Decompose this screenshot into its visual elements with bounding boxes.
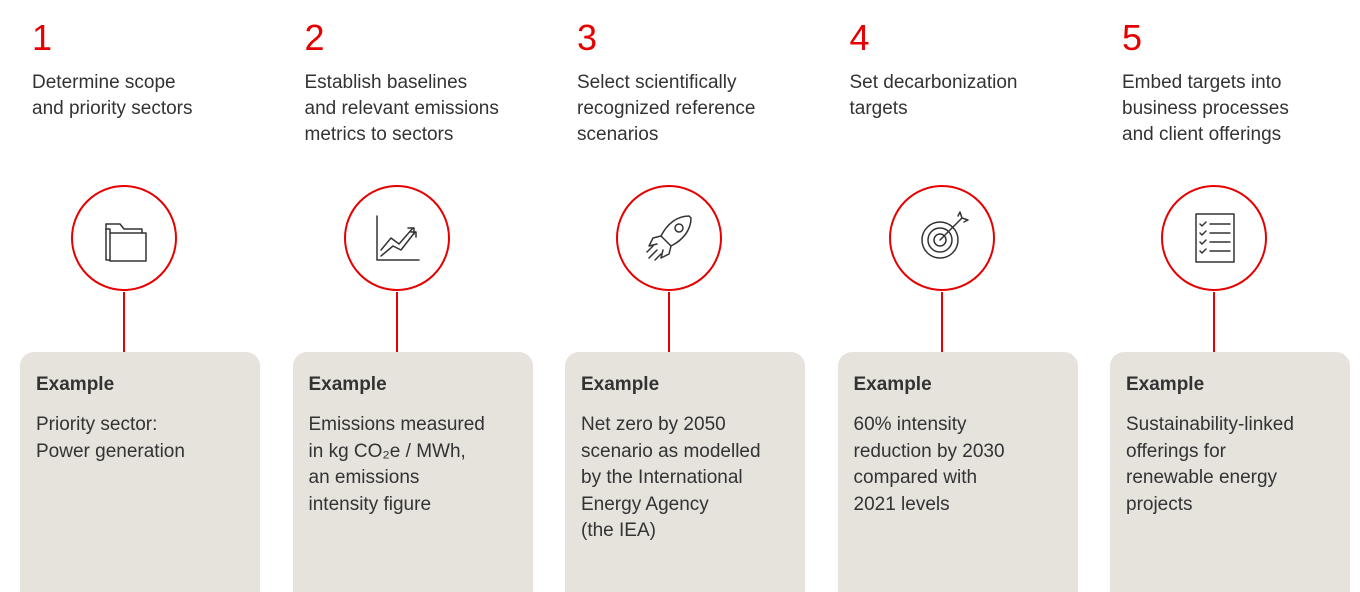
step-number: 5 [1122, 17, 1143, 58]
example-box: Example Priority sector: Power generation [20, 352, 260, 592]
step-title: Embed targets into business processes and … [1122, 70, 1289, 148]
step-number: 1 [32, 17, 53, 58]
step-title: Determine scope and priority sectors [32, 70, 193, 122]
title-line: recognized reference [577, 98, 756, 119]
example-label: Example [308, 374, 387, 395]
example-line: projects [1126, 493, 1193, 515]
example-text: Sustainability-linked offerings for renewa… [1126, 412, 1294, 518]
step-title: Establish baselines and relevant emission… [305, 70, 499, 148]
icon [71, 185, 177, 291]
step-icon [343, 184, 451, 292]
example-label: Example [1126, 374, 1205, 395]
example-text: Priority sector: Power generation [36, 412, 185, 465]
step: 5 Embed targets into business processes and… [1090, 0, 1360, 592]
example-line: scenario as modelled [581, 440, 761, 462]
step-icon [888, 184, 996, 292]
title-line: Select scientifically [577, 72, 737, 93]
example-line: by the International [581, 467, 743, 488]
example-box: Example 60% intensity reduction by 2030 com… [837, 352, 1078, 592]
step: 2 Establish baselines and relevant emissio… [273, 0, 545, 592]
example-line: in kg CO₂e / MWh, [308, 440, 466, 462]
step-title: Select scientifically recognized referenc… [577, 70, 756, 148]
icon [1161, 185, 1267, 291]
example-label: Example [853, 374, 932, 395]
example-line: renewable energy [1126, 467, 1278, 488]
title-line: Set decarbonization [849, 72, 1018, 93]
example-line: 2021 levels [853, 493, 950, 515]
example-label: Example [36, 374, 115, 395]
example-line: Power generation [36, 440, 185, 462]
example-label: Example [581, 374, 660, 395]
example-line: intensity figure [308, 493, 432, 515]
example-box: Example Net zero by 2050 scenario as model… [565, 352, 805, 592]
example-line: Net zero by 2050 [581, 414, 726, 435]
icon [888, 185, 995, 291]
connector [940, 292, 943, 352]
example-line: (the IEA) [581, 520, 656, 541]
example-line: Priority sector: [36, 414, 158, 435]
connector [668, 292, 670, 352]
title-line: business processes [1122, 98, 1289, 119]
step: 1 Determine scope and priority sectors Exam… [0, 0, 272, 592]
step-icon [1160, 184, 1268, 292]
example-text: Emissions measured in kg CO₂e / MWh, an em… [309, 412, 485, 518]
title-line: Establish baselines [304, 72, 468, 93]
example-text: Net zero by 2050 scenario as modelled by t… [581, 412, 761, 545]
example-line: reduction by 2030 [853, 440, 1005, 462]
step-icon [615, 184, 723, 292]
connector [1213, 292, 1215, 352]
title-line: and relevant emissions [304, 98, 499, 119]
example-line: 60% intensity [853, 414, 967, 435]
step: 4 Set decarbonization targets Example 60% in… [818, 0, 1090, 592]
title-line: and priority sectors [32, 98, 193, 119]
step: 3 Select scientifically recognized referen… [545, 0, 817, 592]
example-line: compared with [853, 467, 978, 488]
icon [343, 185, 450, 291]
step-number: 3 [577, 17, 598, 58]
example-line: Energy Agency [581, 493, 709, 515]
step-number: 2 [304, 17, 325, 58]
example-text: 60% intensity reduction by 2030 compared w… [854, 412, 1005, 518]
title-line: Determine scope [32, 72, 176, 93]
example-line: offerings for [1126, 440, 1226, 462]
title-line: and client offerings [1122, 124, 1282, 145]
step-icon [70, 184, 178, 292]
example-line: an emissions [308, 467, 420, 488]
title-line: targets [849, 98, 908, 119]
icon [616, 185, 722, 291]
example-line: Sustainability-linked [1126, 414, 1294, 435]
title-line: scenarios [577, 124, 659, 145]
example-box: Example Emissions measured in kg CO₂e / MW… [292, 352, 533, 592]
step-title: Set decarbonization targets [850, 70, 1018, 122]
title-line: metrics to sectors [304, 124, 454, 145]
step-number: 4 [849, 17, 870, 58]
connector [123, 292, 125, 352]
title-line: Embed targets into [1122, 72, 1282, 93]
example-box: Example Sustainability-linked offerings fo… [1110, 352, 1350, 592]
connector [395, 292, 398, 352]
example-line: Emissions measured [308, 414, 485, 435]
